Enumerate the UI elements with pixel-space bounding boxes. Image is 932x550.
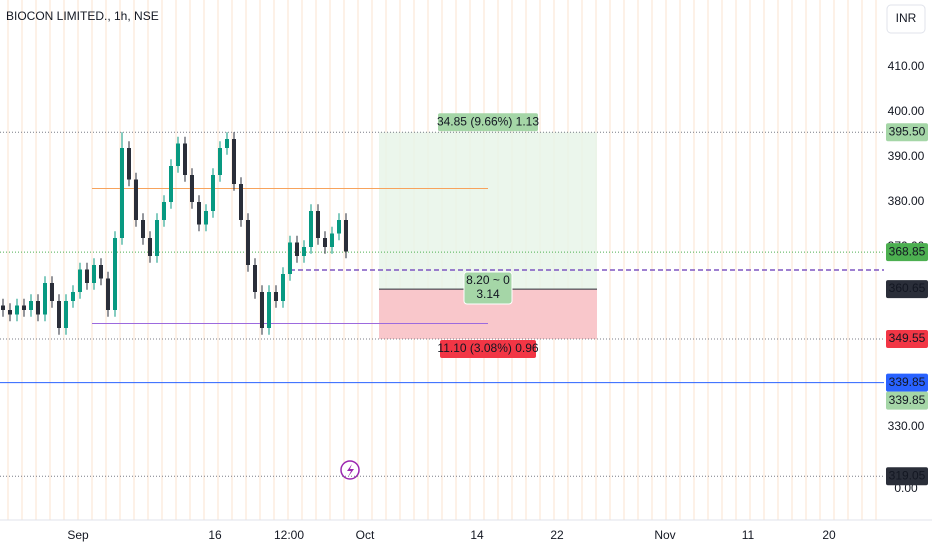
candle-body	[323, 238, 327, 247]
price-tag-label: 339.85	[889, 393, 926, 407]
price-tag	[886, 123, 928, 142]
candle-body	[15, 305, 19, 315]
candle-body	[120, 148, 124, 238]
label-box	[440, 340, 536, 359]
price-tag	[886, 467, 928, 486]
lightning	[347, 464, 354, 477]
candle-body	[337, 220, 341, 234]
target-zone	[379, 132, 597, 290]
candle-body	[344, 220, 348, 252]
candle-body	[162, 202, 166, 220]
price-tag-label: 349.55	[889, 331, 926, 345]
price-tag	[886, 243, 928, 262]
price-tag	[886, 280, 928, 299]
price-tag	[886, 391, 928, 410]
candle-body	[176, 143, 180, 166]
candle-body	[22, 305, 26, 310]
candle-body	[302, 247, 306, 256]
candle-body	[204, 211, 208, 225]
price-tag-label: 368.85	[889, 244, 926, 258]
position-label: 8.20 ~ 0	[466, 273, 510, 287]
candle-body	[197, 202, 201, 225]
candle-body	[190, 175, 194, 202]
candle-body	[8, 310, 12, 315]
candle-body	[183, 143, 187, 175]
label-box	[463, 271, 513, 305]
candle-body	[148, 238, 152, 256]
candle-body	[253, 265, 257, 292]
candle-body	[64, 301, 68, 328]
label-box	[438, 113, 538, 132]
x-tick-label: 16	[208, 528, 222, 542]
price-tag-label: 395.50	[889, 124, 926, 138]
x-tick-label: Oct	[356, 528, 375, 542]
candle-body	[92, 265, 96, 283]
candle-body	[330, 233, 334, 247]
candle-body	[155, 220, 159, 256]
x-tick-label: 20	[822, 528, 836, 542]
candle-body	[239, 184, 243, 220]
candle-body	[267, 292, 271, 328]
y-tick-label: 400.00	[888, 104, 925, 118]
candle-body	[309, 211, 313, 247]
candle-body	[281, 274, 285, 301]
candle-body	[232, 139, 236, 184]
candle-body	[78, 269, 82, 292]
candle-body	[134, 179, 138, 220]
candle-body	[71, 292, 75, 301]
candle-body	[211, 175, 215, 211]
x-tick-label: Sep	[67, 528, 89, 542]
candle-body	[295, 242, 299, 256]
y-tick-label: 330.00	[888, 419, 925, 433]
candle-body	[316, 211, 320, 238]
y-tick-label: 390.00	[888, 149, 925, 163]
x-tick-label: 11	[742, 528, 755, 542]
candle-body	[113, 238, 117, 310]
candle-body	[260, 292, 264, 328]
candle-body	[127, 148, 131, 180]
x-tick-label: 22	[550, 528, 564, 542]
background	[7, 0, 877, 520]
candle-body	[99, 265, 103, 279]
candle-body	[43, 283, 47, 315]
candle-body	[218, 148, 222, 175]
position-label: 34.85 (9.66%) 1.13	[437, 114, 539, 128]
candle-body	[225, 139, 229, 148]
y-tick-label: 410.00	[888, 59, 925, 73]
position-label: 11.10 (3.08%) 0.96	[437, 341, 539, 355]
candle-body	[106, 278, 110, 310]
price-tag-label: 319.05	[889, 468, 926, 482]
candle-body	[57, 301, 61, 328]
price-tag-label: 360.65	[889, 281, 926, 295]
currency[interactable]: INR	[896, 11, 917, 25]
candle-body	[50, 283, 54, 301]
chart-title: BIOCON LIMITED., 1h, NSE	[6, 9, 159, 23]
candle-body	[36, 301, 40, 315]
x-tick-label: 14	[470, 528, 484, 542]
price-tag	[886, 330, 928, 349]
candle-body	[29, 301, 33, 310]
price-tag-label: 339.85	[889, 375, 926, 389]
candle-body	[85, 269, 89, 283]
x-tick-label: Nov	[654, 528, 675, 542]
y-tick-label: 380.00	[888, 194, 925, 208]
x-tick-label: 12:00	[274, 528, 304, 542]
candle-body	[141, 220, 145, 238]
position-label: 3.14	[476, 287, 500, 301]
currency-button[interactable]	[886, 4, 926, 34]
candle-body	[1, 305, 5, 310]
price-tag	[886, 373, 928, 392]
candle-body	[288, 242, 292, 274]
candle-body	[274, 292, 278, 301]
candle-body	[169, 166, 173, 202]
candle-body	[246, 220, 250, 265]
